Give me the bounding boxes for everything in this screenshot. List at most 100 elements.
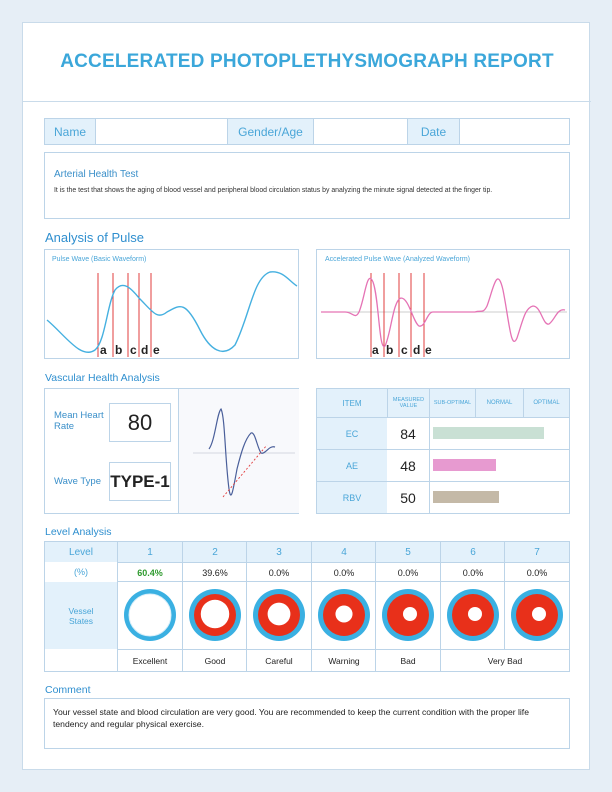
- level-number: 5: [376, 542, 440, 562]
- level-number: 4: [312, 542, 376, 562]
- wave-type-value-box: TYPE-1: [109, 462, 171, 501]
- arterial-health-box: Arterial Health Test It is the test that…: [44, 152, 570, 219]
- wave-shape-area: [178, 389, 299, 513]
- accelerated-wave-title: Accelerated Pulse Wave (Analyzed Wavefor…: [325, 256, 470, 263]
- pulse-wave-panel: Pulse Wave (Basic Waveform) a b c d e: [44, 249, 299, 359]
- vessel-state-label: Excellent: [117, 650, 182, 672]
- row-value: 48: [400, 458, 416, 474]
- wave-type-value: TYPE-1: [110, 471, 170, 491]
- vessel-state-label: Bad: [375, 650, 440, 672]
- ae-level-bar: [433, 459, 496, 471]
- analysis-heading: Analysis of Pulse: [45, 230, 144, 245]
- vessel-states-label: Vessel States: [45, 582, 117, 649]
- vessel-state-label: Careful: [246, 650, 311, 672]
- vessel-state-icon: [447, 589, 499, 641]
- vessel-state-icon: [253, 589, 305, 641]
- comment-box: Your vessel state and blood circulation …: [44, 698, 570, 749]
- pulse-wave-title: Pulse Wave (Basic Waveform): [52, 256, 147, 263]
- level-percent: 0.0%: [247, 562, 311, 582]
- vessel-state-labels: Excellent Good Careful Warning Bad Very Bad: [117, 649, 569, 672]
- vessel-state-label: Very Bad: [440, 650, 569, 672]
- accel-marker-d: d: [413, 343, 421, 357]
- mean-heart-rate-value: 80: [127, 409, 153, 435]
- gender-age-label: Gender/Age: [227, 119, 313, 144]
- level-number: 7: [505, 542, 569, 562]
- pulse-marker-a: a: [100, 343, 107, 357]
- arterial-description: It is the test that shows the aging of b…: [54, 187, 493, 194]
- name-label: Name: [45, 119, 95, 144]
- vessel-state-label: Warning: [311, 650, 376, 672]
- accel-marker-e: e: [425, 343, 432, 357]
- level-heading: Level Analysis: [45, 526, 112, 538]
- vessel-state-icon: [189, 589, 241, 641]
- percent-label: (%): [74, 567, 88, 577]
- wave-type-diagram: [193, 407, 295, 498]
- level-column: 3 0.0%: [246, 542, 311, 649]
- gender-age-field[interactable]: [313, 119, 407, 144]
- col-header-optimal: OPTIMAL: [523, 389, 569, 417]
- mean-heart-rate-label: Mean Heart Rate: [54, 410, 104, 432]
- row-value: 84: [400, 426, 416, 442]
- level-cols: 1 60.4% 2 39.6% 3 0.0% 4 0.0% 5 0.0% 6 0.0% 7 0.0% Exc…: [117, 542, 569, 672]
- comment-heading: Comment: [45, 684, 91, 696]
- vessel-state-icon: [318, 589, 370, 641]
- level-number: 1: [118, 542, 182, 562]
- date-label: Date: [407, 119, 459, 144]
- level-percent: 0.0%: [376, 562, 440, 582]
- level-label: Level: [45, 542, 117, 562]
- level-percent: 0.0%: [441, 562, 505, 582]
- row-item-label: EC: [317, 418, 387, 449]
- table-row: EC 84: [317, 417, 569, 449]
- pulse-marker-d: d: [141, 343, 149, 357]
- level-table: Level (%) Vessel States 1 60.4% 2 39.6% 3 0.0…: [44, 541, 570, 672]
- accel-marker-b: b: [386, 343, 394, 357]
- pulse-waveform-chart: [46, 271, 298, 357]
- row-item-label: AE: [317, 450, 387, 481]
- vessel-state-icon: [124, 589, 176, 641]
- accelerated-wave-panel: Accelerated Pulse Wave (Analyzed Wavefor…: [316, 249, 570, 359]
- rbv-level-bar: [433, 491, 499, 503]
- accel-marker-c: c: [401, 343, 408, 357]
- table-row: RBV 50: [317, 481, 569, 513]
- name-field[interactable]: [95, 119, 227, 144]
- pulse-marker-e: e: [153, 343, 160, 357]
- level-column: 2 39.6%: [182, 542, 247, 649]
- date-field[interactable]: [459, 119, 569, 144]
- header-divider: [23, 101, 591, 102]
- level-column: 4 0.0%: [311, 542, 376, 649]
- accelerated-waveform-chart: [321, 273, 567, 357]
- level-percent: 0.0%: [312, 562, 376, 582]
- accel-marker-a: a: [372, 343, 379, 357]
- vascular-table: ITEM MEASURED VALUE SUB-OPTIMAL NORMAL O…: [316, 388, 570, 514]
- level-column: 5 0.0%: [375, 542, 440, 649]
- table-row: AE 48: [317, 449, 569, 481]
- level-number: 2: [183, 542, 247, 562]
- vessel-state-icon: [511, 589, 563, 641]
- col-header-normal: NORMAL: [475, 389, 523, 417]
- level-column: 1 60.4%: [117, 542, 182, 649]
- col-header-sub-optimal: SUB-OPTIMAL: [429, 389, 475, 417]
- col-header-item: ITEM: [317, 389, 387, 417]
- level-column: 7 0.0%: [504, 542, 569, 649]
- report-page: ACCELERATED PHOTOPLETHYSMOGRAPH REPORT N…: [22, 22, 591, 770]
- arterial-heading: Arterial Health Test: [54, 169, 139, 180]
- row-item-label: RBV: [317, 482, 387, 513]
- mean-heart-rate-value-box: 80: [109, 403, 171, 442]
- comment-text: Your vessel state and blood circulation …: [53, 707, 529, 729]
- row-value: 50: [400, 490, 416, 506]
- pulse-marker-c: c: [130, 343, 137, 357]
- report-title: ACCELERATED PHOTOPLETHYSMOGRAPH REPORT: [60, 51, 554, 72]
- vascular-heading: Vascular Health Analysis: [45, 372, 160, 384]
- ec-level-bar: [433, 427, 544, 439]
- patient-info-row: Name Gender/Age Date: [44, 118, 570, 145]
- vessel-state-icon: [382, 589, 434, 641]
- table-col-divider: [429, 417, 430, 513]
- level-percent: 60.4%: [118, 562, 182, 582]
- col-header-measured: MEASURED VALUE: [387, 389, 429, 417]
- vascular-left-panel: Mean Heart Rate 80 Wave Type TYPE-1: [44, 388, 299, 514]
- level-column: 6 0.0%: [440, 542, 505, 649]
- wave-type-label: Wave Type: [54, 476, 101, 487]
- level-percent: 0.0%: [505, 562, 569, 582]
- pulse-marker-b: b: [115, 343, 123, 357]
- level-number: 3: [247, 542, 311, 562]
